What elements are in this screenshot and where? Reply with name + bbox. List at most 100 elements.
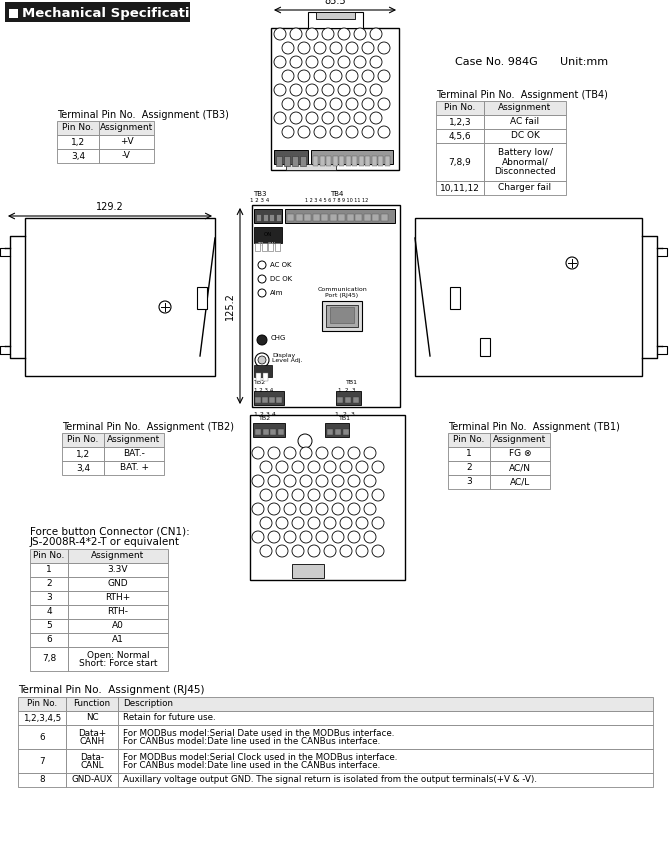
Bar <box>436 143 484 181</box>
Bar <box>18 749 66 773</box>
Circle shape <box>330 126 342 138</box>
Bar <box>66 697 118 711</box>
Bar <box>343 429 349 435</box>
Bar <box>270 429 276 435</box>
Text: ON: ON <box>264 232 272 237</box>
Text: 3,4: 3,4 <box>71 151 85 161</box>
Text: For MODBus model:Serial Clock used in the MODBus interface.: For MODBus model:Serial Clock used in th… <box>123 752 397 761</box>
Circle shape <box>252 475 264 487</box>
Bar <box>18 711 66 725</box>
Bar <box>57 149 99 163</box>
Text: Terminal Pin No.  Assignment (RJ45): Terminal Pin No. Assignment (RJ45) <box>18 685 204 695</box>
Circle shape <box>372 545 384 557</box>
Bar <box>30 591 68 605</box>
Bar <box>385 156 389 166</box>
Bar <box>292 156 298 166</box>
Bar <box>316 12 355 19</box>
Text: 1: 1 <box>46 565 52 575</box>
Circle shape <box>338 28 350 40</box>
Text: Disconnected: Disconnected <box>494 167 556 176</box>
Text: Display
Level Adj.: Display Level Adj. <box>272 352 302 363</box>
Circle shape <box>298 70 310 82</box>
Text: Auxillary voltage output GND. The signal return is isolated from the output term: Auxillary voltage output GND. The signal… <box>123 776 537 784</box>
Bar <box>262 397 267 403</box>
Text: Terminal Pin No.  Assignment (TB1): Terminal Pin No. Assignment (TB1) <box>448 422 620 432</box>
Text: +V: +V <box>120 137 133 147</box>
Text: Retain for future use.: Retain for future use. <box>123 714 216 722</box>
Bar <box>275 214 281 221</box>
Bar <box>436 115 484 129</box>
Text: -V: -V <box>122 151 131 161</box>
Bar <box>276 156 282 166</box>
Circle shape <box>362 126 374 138</box>
Text: Pin No.: Pin No. <box>34 551 65 561</box>
Circle shape <box>274 28 286 40</box>
Circle shape <box>372 489 384 501</box>
Circle shape <box>268 531 280 543</box>
Circle shape <box>324 545 336 557</box>
Bar <box>327 429 333 435</box>
Bar <box>99 135 154 149</box>
Bar <box>371 156 377 166</box>
Bar <box>480 338 490 356</box>
Text: 4,5,6: 4,5,6 <box>449 131 471 141</box>
Circle shape <box>332 475 344 487</box>
Bar <box>277 429 283 435</box>
Circle shape <box>346 126 358 138</box>
Bar <box>30 633 68 647</box>
Text: 6: 6 <box>40 733 45 741</box>
Text: FG ⊗: FG ⊗ <box>509 449 531 459</box>
Bar <box>448 447 490 461</box>
Bar <box>18 697 66 711</box>
Bar <box>254 365 272 377</box>
Circle shape <box>268 447 280 459</box>
Bar <box>326 305 358 327</box>
Text: 1,2: 1,2 <box>71 137 85 147</box>
Circle shape <box>308 545 320 557</box>
Bar <box>30 549 68 563</box>
Text: GND: GND <box>108 580 129 588</box>
Circle shape <box>372 517 384 529</box>
Text: NC: NC <box>86 714 98 722</box>
Text: 1,2,3: 1,2,3 <box>449 118 471 126</box>
Text: 3,4: 3,4 <box>76 464 90 472</box>
Text: Terminal Pin No.  Assignment (TB4): Terminal Pin No. Assignment (TB4) <box>436 90 608 100</box>
Bar <box>345 397 351 403</box>
Text: Charger fail: Charger fail <box>498 184 551 192</box>
Circle shape <box>260 517 272 529</box>
Bar <box>448 433 490 447</box>
Circle shape <box>346 42 358 54</box>
Bar <box>57 135 99 149</box>
Circle shape <box>276 461 288 473</box>
Bar <box>68 619 168 633</box>
Text: For MODBus model:Serial Date used in the MODBus interface.: For MODBus model:Serial Date used in the… <box>123 728 395 738</box>
Circle shape <box>276 517 288 529</box>
Circle shape <box>364 503 376 515</box>
Circle shape <box>300 447 312 459</box>
Bar <box>448 461 490 475</box>
Bar <box>263 214 267 221</box>
Circle shape <box>346 70 358 82</box>
Text: 2: 2 <box>46 580 52 588</box>
Bar <box>336 391 361 405</box>
Circle shape <box>356 489 368 501</box>
Circle shape <box>276 489 288 501</box>
Text: 3: 3 <box>466 478 472 486</box>
Bar <box>99 121 154 135</box>
Bar <box>312 214 320 221</box>
Circle shape <box>340 461 352 473</box>
Bar <box>263 429 269 435</box>
Circle shape <box>258 261 266 269</box>
Bar <box>286 164 336 170</box>
Text: BAT. +: BAT. + <box>119 464 149 472</box>
Bar <box>99 149 154 163</box>
Bar <box>263 373 268 381</box>
Circle shape <box>370 56 382 68</box>
Bar <box>295 214 302 221</box>
Text: 85.5: 85.5 <box>324 0 346 6</box>
Circle shape <box>322 112 334 124</box>
Text: 7: 7 <box>39 757 45 765</box>
Bar <box>300 156 306 166</box>
Text: RTH+: RTH+ <box>105 594 131 602</box>
Circle shape <box>260 461 272 473</box>
